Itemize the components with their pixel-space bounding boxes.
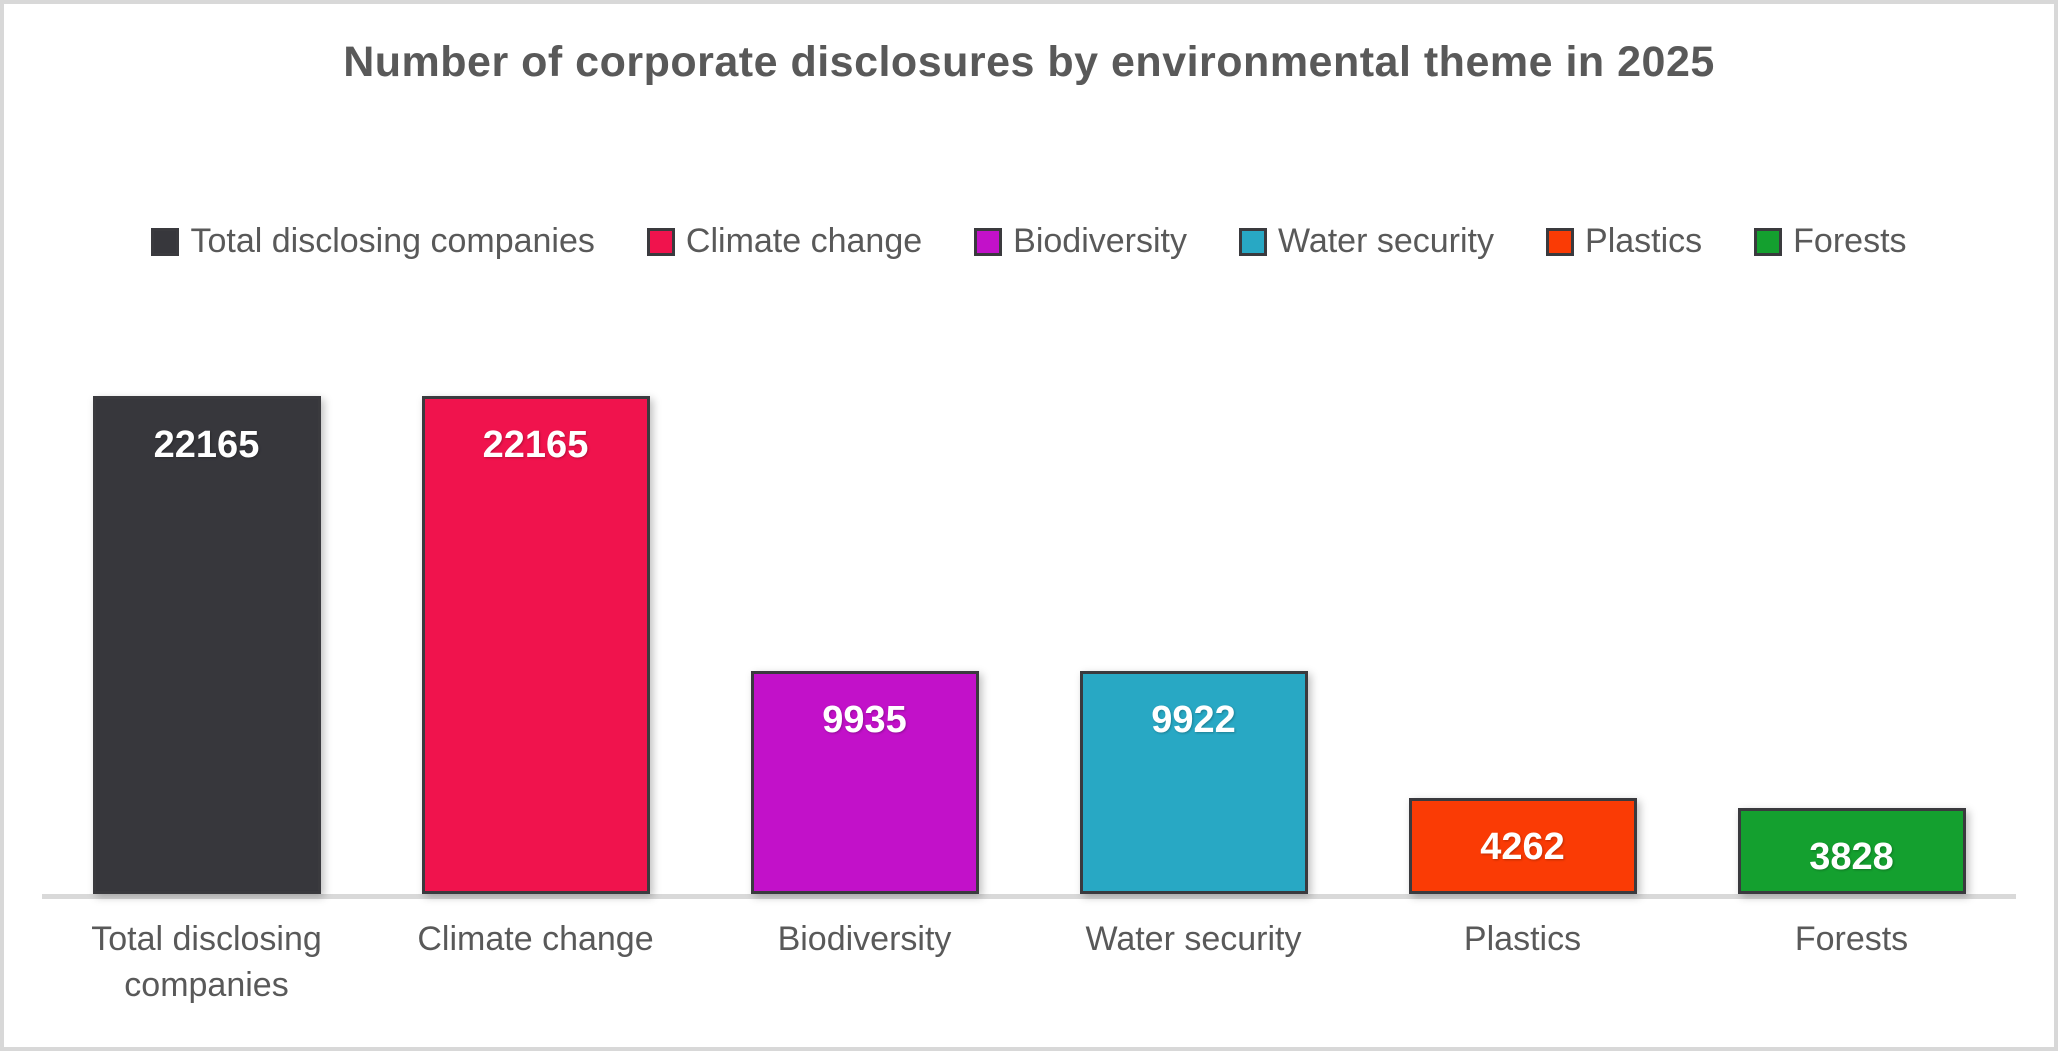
x-axis-label-biodiversity: Biodiversity [700, 917, 1029, 1009]
legend-label: Climate change [685, 222, 923, 260]
bars-row: 22165 22165 9935 9922 4262 3828 [42, 394, 2016, 894]
bar-value-label: 9922 [1151, 699, 1236, 741]
chart-title: Number of corporate disclosures by envir… [343, 38, 1715, 86]
legend-swatch-biodiversity [974, 227, 1003, 256]
bar-slot-forests: 3828 [1687, 394, 2016, 894]
bar-total-disclosing-companies: 22165 [92, 396, 321, 894]
bar-slot-total-disclosing-companies: 22165 [42, 394, 371, 894]
bar-value-label: 22165 [482, 424, 589, 466]
bar-value-label: 9935 [822, 699, 907, 741]
x-axis-line [42, 894, 2016, 899]
legend-swatch-plastics [1546, 227, 1575, 256]
x-axis-label-plastics: Plastics [1358, 917, 1687, 1009]
bar-slot-climate-change: 22165 [371, 394, 700, 894]
x-axis-labels: Total disclosing companies Climate change… [42, 917, 2016, 1009]
legend-label: Water security [1278, 222, 1495, 260]
legend-swatch-total-disclosing-companies [151, 227, 180, 256]
legend-swatch-forests [1754, 227, 1783, 256]
bar-slot-water-security: 9922 [1029, 394, 1358, 894]
legend-item-climate-change: Climate change [646, 222, 923, 261]
legend-label: Forests [1793, 222, 1907, 260]
x-axis-label-text: Water security [1085, 920, 1302, 958]
x-axis-label-text: Climate change [417, 920, 654, 958]
legend-item-biodiversity: Biodiversity [974, 222, 1187, 261]
legend-swatch-climate-change [646, 227, 675, 256]
legend-label: Biodiversity [1013, 222, 1187, 260]
legend-item-total-disclosing-companies: Total disclosing companies [151, 222, 595, 261]
x-axis-label-text: Total disclosing companies [91, 920, 322, 1004]
bar-climate-change: 22165 [421, 396, 650, 894]
bar-water-security: 9922 [1079, 671, 1308, 894]
bar-slot-biodiversity: 9935 [700, 394, 1029, 894]
plot-area: 22165 22165 9935 9922 4262 3828 Total disclos… [42, 394, 2016, 1009]
bar-plastics: 4262 [1408, 798, 1637, 894]
x-axis-label-text: Forests [1794, 920, 1909, 958]
legend-item-plastics: Plastics [1546, 222, 1702, 261]
legend-label: Total disclosing companies [190, 222, 595, 260]
x-axis-label-forests: Forests [1687, 917, 2016, 1009]
chart-legend: Total disclosing companies Climate change… [4, 222, 2054, 261]
legend-item-water-security: Water security [1239, 222, 1494, 261]
x-axis-label-climate-change: Climate change [371, 917, 700, 1009]
bar-value-label: 3828 [1809, 836, 1894, 878]
x-axis-label-text: Biodiversity [777, 920, 952, 958]
bar-biodiversity: 9935 [750, 671, 979, 894]
bar-forests: 3828 [1737, 808, 1966, 894]
x-axis-label-water-security: Water security [1029, 917, 1358, 1009]
x-axis-label-text: Plastics [1463, 920, 1582, 958]
bar-value-label: 22165 [153, 424, 260, 466]
x-axis-label-total-disclosing-companies: Total disclosing companies [42, 917, 371, 1009]
bar-slot-plastics: 4262 [1358, 394, 1687, 894]
legend-item-forests: Forests [1754, 222, 1907, 261]
legend-label: Plastics [1585, 222, 1703, 260]
bar-value-label: 4262 [1480, 826, 1565, 868]
legend-swatch-water-security [1239, 227, 1267, 256]
